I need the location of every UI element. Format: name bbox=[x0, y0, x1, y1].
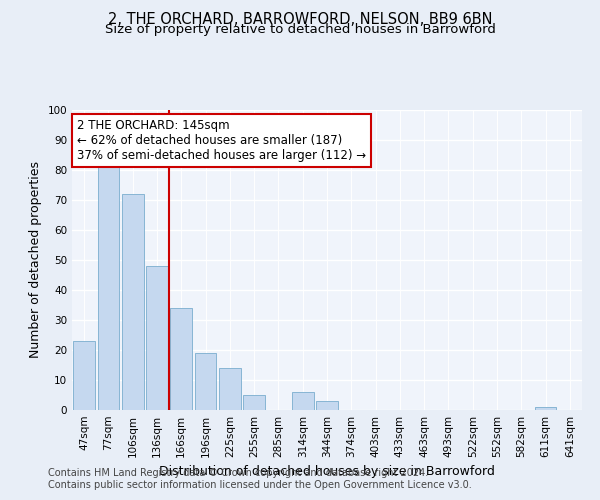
Bar bbox=[219, 368, 241, 410]
Bar bbox=[316, 401, 338, 410]
Bar bbox=[292, 392, 314, 410]
Bar bbox=[243, 395, 265, 410]
Bar bbox=[146, 266, 168, 410]
Text: 2 THE ORCHARD: 145sqm
← 62% of detached houses are smaller (187)
37% of semi-det: 2 THE ORCHARD: 145sqm ← 62% of detached … bbox=[77, 119, 366, 162]
Bar bbox=[97, 167, 119, 410]
Text: Size of property relative to detached houses in Barrowford: Size of property relative to detached ho… bbox=[104, 24, 496, 36]
Bar bbox=[194, 353, 217, 410]
Bar bbox=[170, 308, 192, 410]
Bar bbox=[535, 407, 556, 410]
Y-axis label: Number of detached properties: Number of detached properties bbox=[29, 162, 42, 358]
Bar bbox=[73, 341, 95, 410]
Text: 2, THE ORCHARD, BARROWFORD, NELSON, BB9 6BN: 2, THE ORCHARD, BARROWFORD, NELSON, BB9 … bbox=[108, 12, 492, 28]
Bar bbox=[122, 194, 143, 410]
Text: Contains HM Land Registry data © Crown copyright and database right 2024.
Contai: Contains HM Land Registry data © Crown c… bbox=[48, 468, 472, 490]
X-axis label: Distribution of detached houses by size in Barrowford: Distribution of detached houses by size … bbox=[159, 466, 495, 478]
